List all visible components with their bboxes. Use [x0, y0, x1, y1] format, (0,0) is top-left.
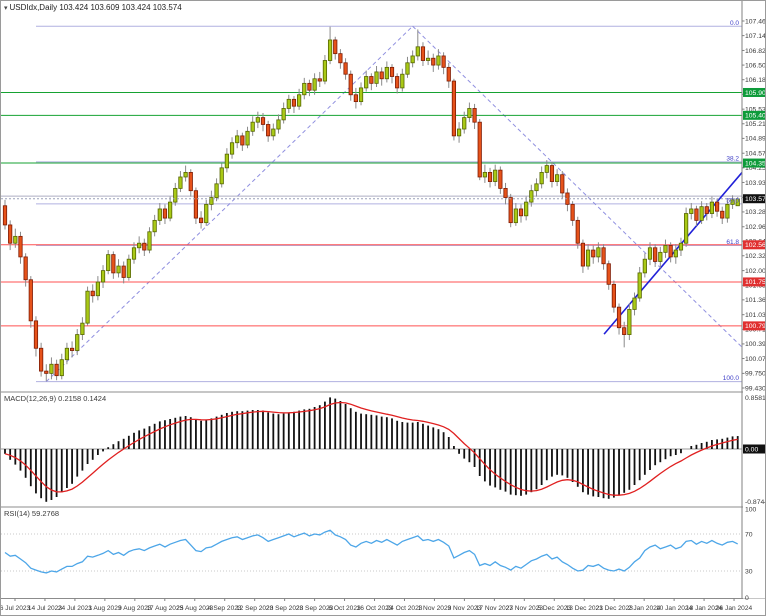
time-axis-label: 17 Aug 2023: [146, 605, 183, 612]
svg-text:102.565: 102.565: [745, 242, 766, 249]
price-axis-label: 30: [745, 568, 753, 575]
price-axis-label: 102.000: [745, 268, 766, 275]
price-axis-label: 0: [745, 595, 749, 602]
rsi-indicator-label: RSI(14) 59.2768: [4, 509, 60, 518]
price-axis-label: 99.430: [745, 385, 766, 392]
chart-title-bar: ▾ USDIdx,Daily 103.424 103.609 103.424 10…: [4, 3, 182, 12]
time-axis-label: 14 Jul 2023: [28, 605, 62, 612]
ohlc-readout: 103.424 103.609 103.424 103.574: [59, 3, 182, 12]
price-axis-label: 103.930: [745, 180, 766, 187]
rsi-pane: [1, 529, 742, 574]
time-axis-label: 28 Sep 2023: [296, 605, 334, 612]
price-badge: [743, 194, 765, 204]
fib-level-label: 38.2: [726, 155, 739, 162]
time-axis-label: 12 Sep 2023: [236, 605, 274, 612]
time-axis-label: 2 Jan 2024: [628, 605, 661, 612]
price-axis-label: 106.500: [745, 62, 766, 69]
time-axis-label: 9 Nov 2023: [448, 605, 482, 612]
price-axis-label: 101.035: [745, 312, 766, 319]
price-axis-label: 99.750: [745, 371, 766, 378]
price-axis-label: 104.895: [745, 136, 766, 143]
time-axis-label: 6 Jul 2023: [1, 605, 31, 612]
price-axis-label: 100.395: [745, 341, 766, 348]
price-axis-label: 103.285: [745, 209, 766, 216]
svg-text:104.355: 104.355: [745, 160, 766, 167]
time-axis-label: 21 Dec 2023: [595, 605, 633, 612]
macd-signal-line: [4, 401, 738, 496]
price-badge: [743, 277, 765, 287]
price-badge: [743, 444, 765, 454]
price-axis-label: 0.8581: [745, 395, 766, 402]
price-badge: [743, 87, 765, 97]
price-axis-label: 106.180: [745, 77, 766, 84]
price-axis-label: 100: [745, 507, 757, 514]
candlestick-series: [2, 26, 740, 382]
macd-pane: [1, 397, 742, 502]
macd-indicator-label: MACD(12,26,9) 0.2158 0.1424: [4, 394, 107, 403]
symbol-dropdown-icon[interactable]: ▾: [4, 5, 8, 12]
price-axis[interactable]: 107.465107.145106.820106.500106.180105.8…: [741, 1, 766, 602]
time-axis-label: 24 Oct 2023: [387, 605, 423, 612]
price-axis-label: 101.360: [745, 297, 766, 304]
time-axis-label: 4 Sep 2023: [208, 605, 242, 612]
svg-text:100.790: 100.790: [745, 323, 766, 330]
rsi-line: [4, 529, 738, 574]
price-axis-label: 70: [745, 531, 753, 538]
price-badge: [743, 240, 765, 250]
pane-separators[interactable]: [1, 391, 766, 599]
horizontal-level-lines[interactable]: [1, 91, 766, 327]
price-axis-label: 105.215: [745, 121, 766, 128]
price-axis-label: -0.8744: [745, 499, 766, 506]
time-axis-label: 6 Oct 2023: [328, 605, 361, 612]
svg-text:101.752: 101.752: [745, 279, 766, 286]
fib-level-label: 100.0: [723, 375, 740, 382]
fib-level-labels: 0.0 38.2 50.0 61.8 100.0: [723, 20, 740, 382]
svg-text:105.400: 105.400: [745, 113, 766, 120]
price-badge: [743, 321, 765, 331]
time-axis-label: 1 Nov 2023: [418, 605, 452, 612]
time-axis-label: 17 Nov 2023: [476, 605, 514, 612]
price-axis-label: 102.325: [745, 253, 766, 260]
price-axis-label: 102.960: [745, 224, 766, 231]
price-badge: [743, 110, 765, 120]
price-axis-label: 104.250: [745, 165, 766, 172]
time-axis-label: 16 Oct 2023: [357, 605, 393, 612]
time-axis-label: 26 Jan 2024: [716, 605, 753, 612]
price-axis-label: 100.075: [745, 356, 766, 363]
fib-level-label: 61.8: [726, 239, 739, 246]
fibonacci-retracement[interactable]: [36, 25, 766, 383]
svg-text:105.900: 105.900: [745, 90, 766, 97]
time-axis-label: 27 Nov 2023: [506, 605, 544, 612]
time-axis-label: 25 Aug 2023: [176, 605, 213, 612]
symbol-period-label: USDIdx,Daily: [9, 3, 58, 12]
price-axis-label: 107.465: [745, 18, 766, 25]
price-axis-label: 106.820: [745, 48, 766, 55]
time-axis-label: 24 Jul 2023: [58, 605, 92, 612]
time-axis-label: 18 Jan 2024: [686, 605, 723, 612]
time-axis-label: 10 Jan 2024: [656, 605, 693, 612]
price-axis-label: 105.535: [745, 106, 766, 113]
svg-text:0.00: 0.00: [745, 446, 758, 453]
price-badge: [743, 158, 765, 168]
time-axis-label: 20 Sep 2023: [266, 605, 304, 612]
fib-level-label: 0.0: [730, 20, 739, 27]
price-axis-label: 104.570: [745, 151, 766, 158]
macd-histogram: [4, 397, 739, 502]
time-axis-label: 1 Aug 2023: [88, 605, 122, 612]
time-axis-label: 5 Dec 2023: [537, 605, 571, 612]
price-axis-label: 107.145: [745, 33, 766, 40]
time-axis-label: 9 Aug 2023: [118, 605, 152, 612]
svg-text:103.574: 103.574: [745, 196, 766, 203]
time-axis-label: 13 Dec 2023: [566, 605, 604, 612]
fib-level-label: 50.0: [726, 197, 739, 204]
